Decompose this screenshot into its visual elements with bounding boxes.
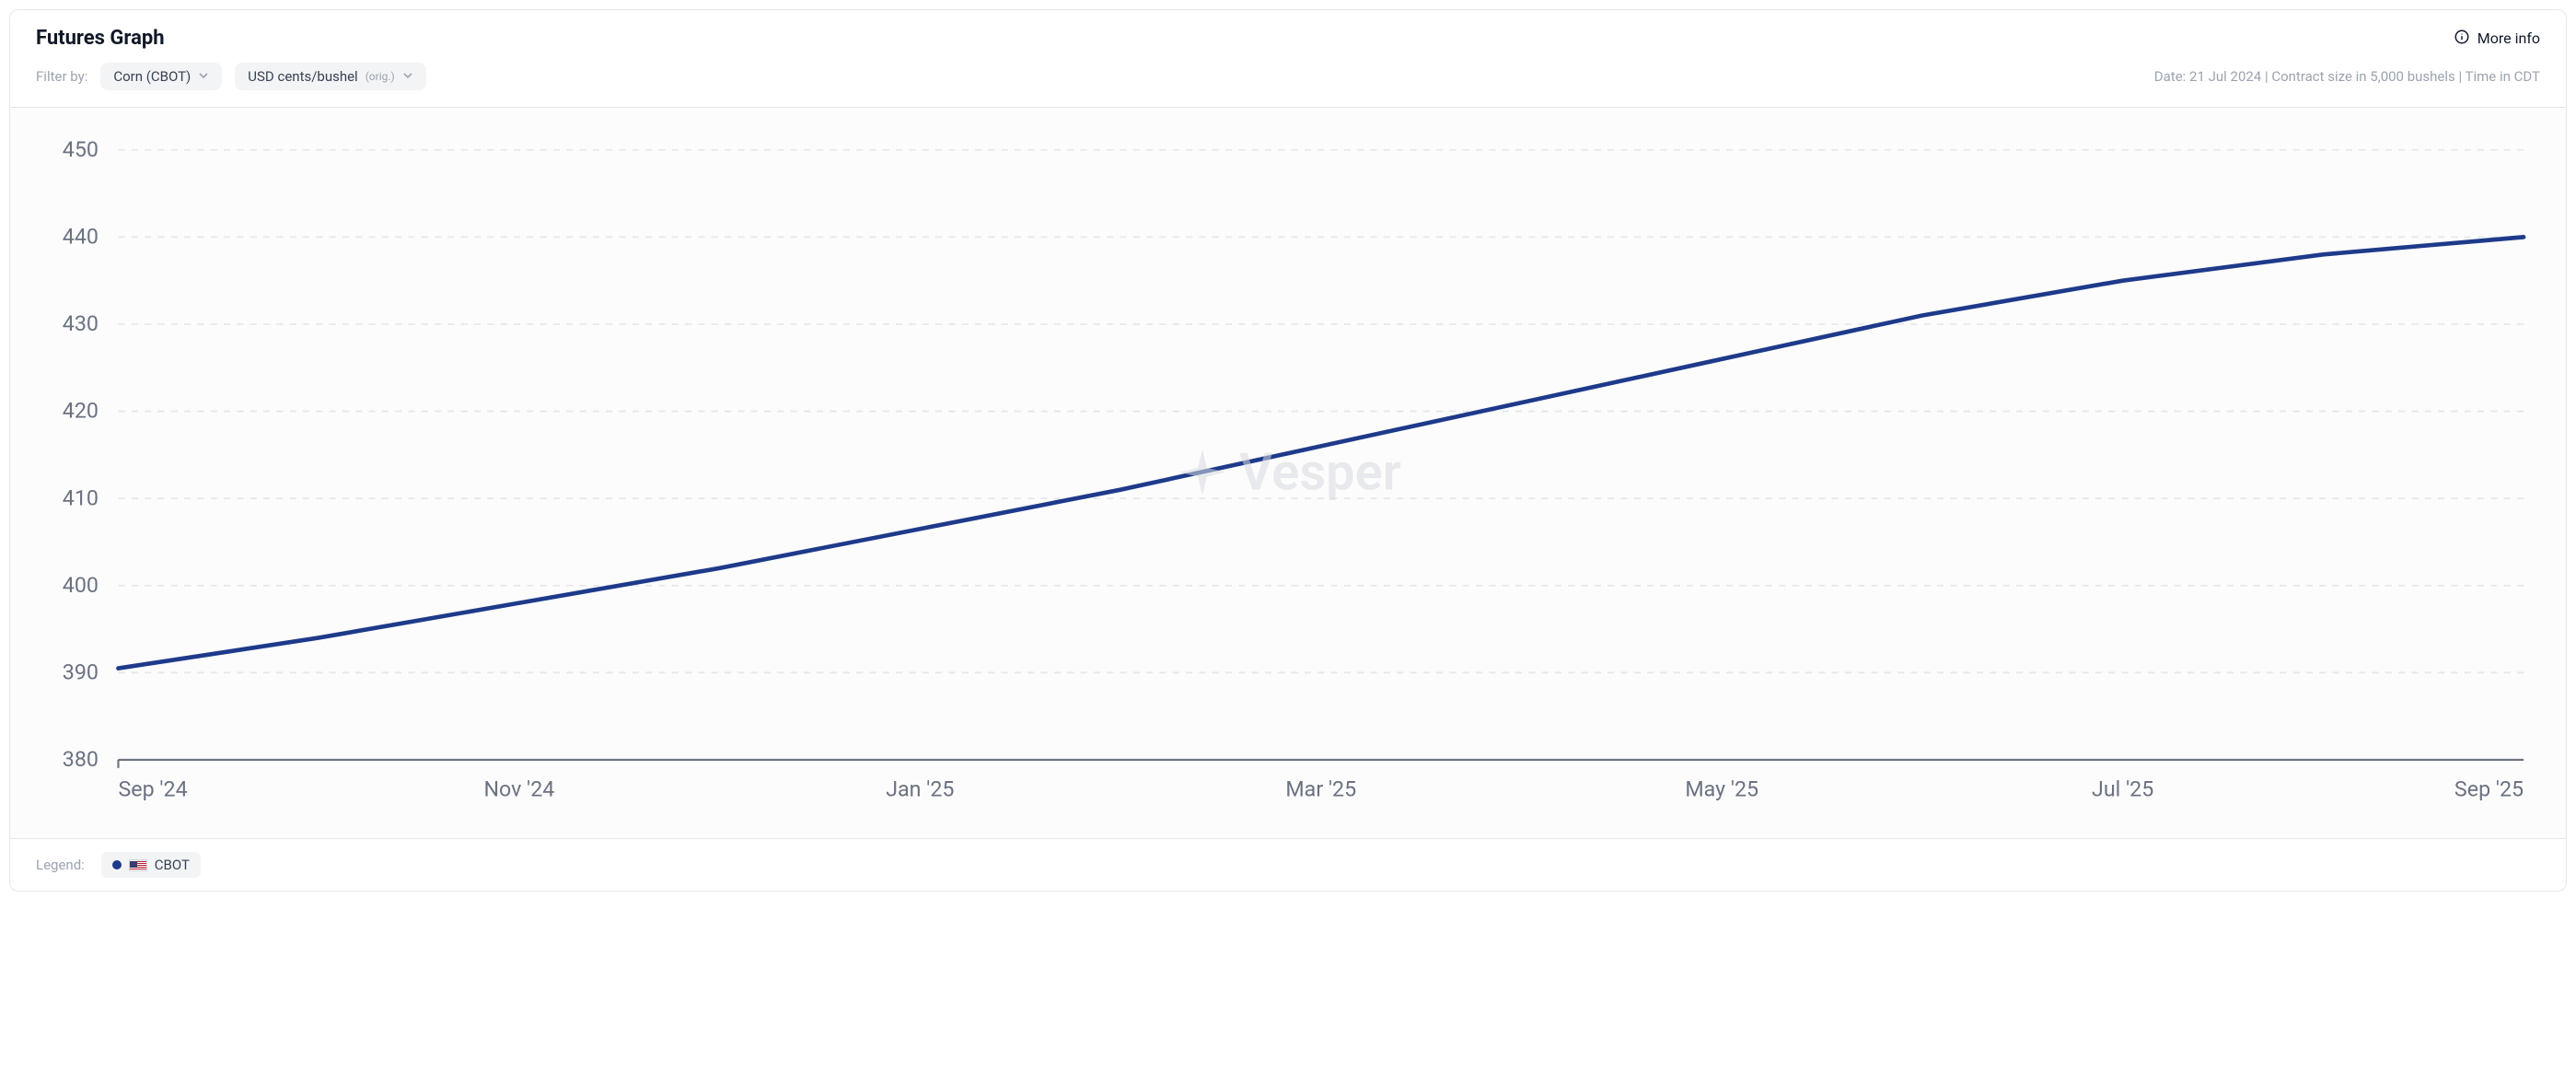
more-info-label: More info [2477,29,2540,47]
svg-text:390: 390 [63,659,99,684]
legend-color-dot [112,860,122,869]
svg-text:Nov '24: Nov '24 [483,776,554,801]
svg-text:410: 410 [63,484,99,510]
svg-text:Sep '25: Sep '25 [2454,776,2524,801]
card-header: Futures Graph More info [10,10,2566,53]
legend-item-cbot[interactable]: CBOT [101,852,201,878]
svg-text:May '25: May '25 [1685,776,1758,801]
line-chart: 380 390 400 410 420 430 440 450 Sep '24 Nov '24 Ja… [36,117,2540,825]
chart-area: 380 390 400 410 420 430 440 450 Sep '24 Nov '24 Ja… [10,108,2566,839]
svg-text:380: 380 [63,746,99,772]
filter-row: Filter by: Corn (CBOT) USD cents/bushel … [10,53,2566,108]
legend-row: Legend: CBOT [10,839,2566,891]
card-title: Futures Graph [36,27,165,50]
chart-meta: Date: 21 Jul 2024 | Contract size in 5,0… [2154,68,2540,85]
commodity-value: Corn (CBOT) [113,68,191,85]
svg-text:Jan '25: Jan '25 [886,776,954,801]
legend-label: Legend: [36,857,85,873]
chevron-down-icon [402,68,413,85]
us-flag-icon [129,859,147,871]
legend-item-name: CBOT [155,857,190,873]
svg-text:Jul '25: Jul '25 [2092,776,2153,801]
unit-suffix: (orig.) [366,70,395,83]
unit-select[interactable]: USD cents/bushel (orig.) [235,63,425,90]
futures-graph-card: Futures Graph More info Filter by: Corn … [9,9,2567,892]
more-info-button[interactable]: More info [2454,29,2540,49]
unit-value: USD cents/bushel [248,68,357,85]
info-icon [2454,29,2470,49]
svg-text:440: 440 [63,224,99,250]
commodity-select[interactable]: Corn (CBOT) [100,63,222,90]
filters-left: Filter by: Corn (CBOT) USD cents/bushel … [36,63,426,90]
svg-text:400: 400 [63,572,99,598]
svg-text:Mar '25: Mar '25 [1285,776,1356,801]
filter-by-label: Filter by: [36,68,87,85]
chevron-down-icon [198,68,209,85]
svg-text:420: 420 [63,398,99,424]
svg-text:450: 450 [63,136,99,162]
svg-text:Sep '24: Sep '24 [118,776,187,801]
svg-text:430: 430 [63,310,99,336]
